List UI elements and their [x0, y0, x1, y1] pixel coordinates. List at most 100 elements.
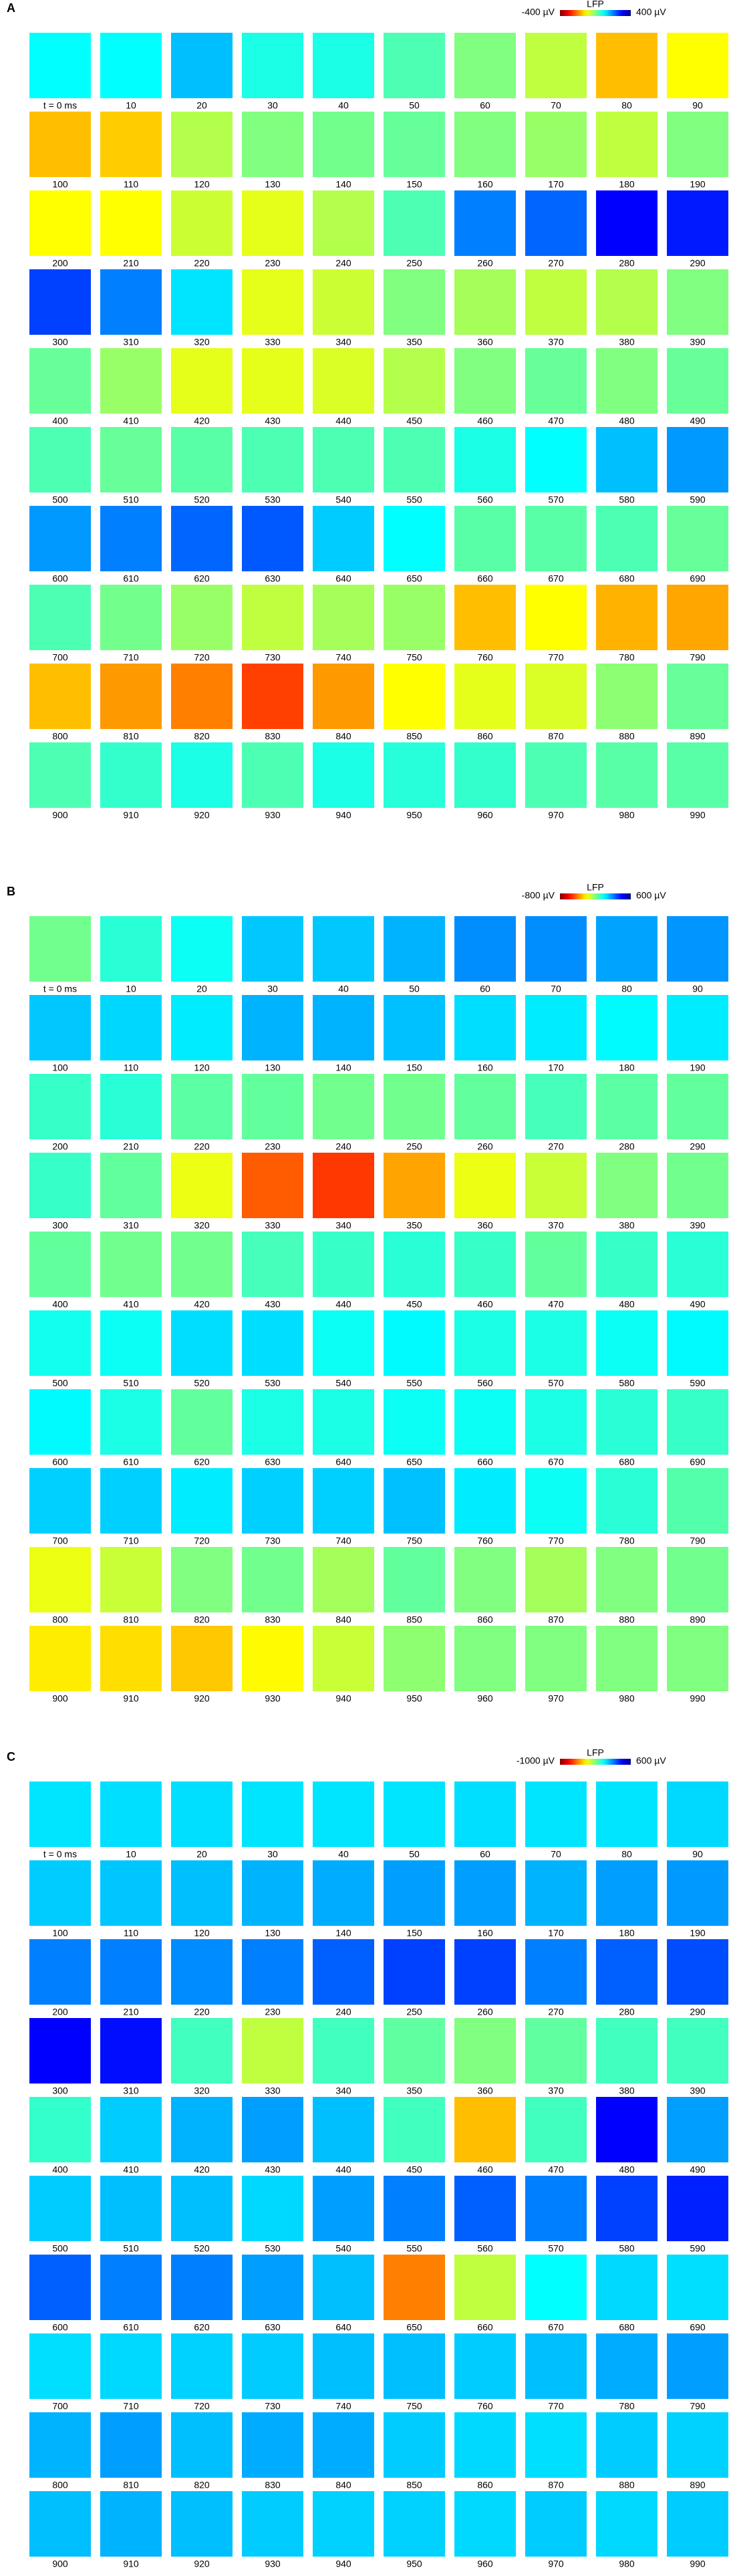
heatmap-tile — [29, 348, 91, 414]
heatmap-tile — [596, 1310, 658, 1376]
heatmap-tile — [313, 269, 374, 335]
heatmap-tile — [596, 269, 658, 335]
heatmap-tile — [171, 2097, 233, 2162]
tile-time-label: 700 — [52, 1536, 68, 1546]
tile-time-label: 170 — [548, 1928, 564, 1939]
tile-time-label: 990 — [690, 1693, 706, 1704]
heatmap-tile — [384, 1310, 445, 1376]
heatmap-tile — [384, 664, 445, 729]
tile-time-label: 890 — [690, 731, 706, 742]
tile-time-label: 60 — [480, 984, 490, 994]
tile-time-label: 440 — [335, 416, 351, 426]
heatmap-tile — [242, 269, 303, 335]
tile-time-label: 760 — [477, 652, 493, 663]
tile-time-label: 840 — [335, 1614, 351, 1625]
tile-time-label: 670 — [548, 2322, 564, 2333]
heatmap-tile — [242, 664, 303, 729]
heatmap-tile — [313, 1468, 374, 1534]
heatmap-tile — [313, 1781, 374, 1847]
heatmap-tile — [242, 33, 303, 98]
heatmap-tile — [242, 1468, 303, 1534]
heatmap-tile — [29, 2255, 91, 2320]
heatmap-tile — [596, 916, 658, 982]
heatmap-tile — [667, 1547, 728, 1612]
tile-time-label: 810 — [123, 731, 139, 742]
heatmap-tile — [525, 2176, 587, 2241]
heatmap-tile — [667, 190, 728, 256]
tile-time-label: t = 0 ms — [43, 984, 77, 994]
tile-time-label: 370 — [548, 2086, 564, 2096]
tile-time-label: 480 — [619, 2164, 635, 2175]
heatmap-tile — [525, 33, 587, 98]
tile-time-label: 710 — [123, 1536, 139, 1546]
tile-time-label: 180 — [619, 1928, 635, 1939]
tile-time-label: 190 — [690, 1062, 706, 1073]
tile-time-label: 900 — [52, 1693, 68, 1704]
heatmap-tile — [100, 1232, 162, 1297]
heatmap-tile — [667, 427, 728, 492]
tile-time-label: 350 — [406, 2086, 422, 2096]
tile-time-label: 910 — [123, 1693, 139, 1704]
tile-time-label: 520 — [194, 1378, 210, 1389]
tile-time-label: 570 — [548, 494, 564, 505]
colorbar-min-label: -400 µV — [522, 7, 555, 17]
tile-time-label: 400 — [52, 416, 68, 426]
heatmap-tile — [454, 1074, 516, 1139]
heatmap-tile — [596, 2097, 658, 2162]
tile-time-label: 740 — [335, 652, 351, 663]
tile-time-label: 240 — [335, 2007, 351, 2017]
tile-time-label: 530 — [265, 494, 281, 505]
heatmap-tile — [454, 2097, 516, 2162]
heatmap-tile — [525, 585, 587, 650]
tile-time-label: 470 — [548, 2164, 564, 2175]
tile-time-label: 250 — [406, 1141, 422, 1152]
tile-time-label: 990 — [690, 2559, 706, 2569]
heatmap-tile — [29, 1074, 91, 1139]
heatmap-tile — [29, 916, 91, 982]
tile-time-label: 70 — [551, 1849, 561, 1860]
tile-time-label: 780 — [619, 652, 635, 663]
heatmap-tile — [100, 348, 162, 414]
tile-time-label: 780 — [619, 2401, 635, 2412]
heatmap-tile — [667, 1626, 728, 1691]
heatmap-tile — [596, 1626, 658, 1691]
heatmap-tile — [242, 190, 303, 256]
tile-time-label: 980 — [619, 2559, 635, 2569]
heatmap-tile — [29, 1860, 91, 1926]
heatmap-tile — [667, 1939, 728, 2005]
heatmap-tile — [242, 916, 303, 982]
tile-time-label: 310 — [123, 1220, 139, 1231]
heatmap-tile — [313, 1547, 374, 1612]
tile-time-label: 180 — [619, 179, 635, 190]
tile-time-label: 800 — [52, 731, 68, 742]
heatmap-tile — [454, 1626, 516, 1691]
tile-time-label: 570 — [548, 1378, 564, 1389]
tile-time-label: 240 — [335, 258, 351, 269]
heatmap-tile — [667, 1232, 728, 1297]
tile-time-label: 220 — [194, 1141, 210, 1152]
tile-time-label: 120 — [194, 1062, 210, 1073]
tile-time-label: 420 — [194, 1299, 210, 1310]
heatmap-tile — [29, 1468, 91, 1534]
heatmap-tile — [596, 33, 658, 98]
tile-time-label: 500 — [52, 494, 68, 505]
tile-time-label: 600 — [52, 2322, 68, 2333]
colorbar-title: LFP — [587, 0, 604, 9]
heatmap-tile — [100, 506, 162, 571]
tile-time-label: 770 — [548, 1536, 564, 1546]
tile-time-label: 840 — [335, 731, 351, 742]
tile-time-label: 60 — [480, 1849, 490, 1860]
tile-time-label: 340 — [335, 2086, 351, 2096]
tile-time-label: 690 — [690, 1457, 706, 1467]
tile-time-label: 920 — [194, 2559, 210, 2569]
heatmap-tile — [171, 1626, 233, 1691]
tile-time-label: 200 — [52, 258, 68, 269]
heatmap-tile — [596, 190, 658, 256]
tile-time-label: t = 0 ms — [43, 1849, 77, 1860]
heatmap-tile — [100, 2333, 162, 2399]
tile-time-label: 160 — [477, 1928, 493, 1939]
tile-time-label: 490 — [690, 1299, 706, 1310]
heatmap-tile — [100, 2255, 162, 2320]
tile-time-label: 460 — [477, 1299, 493, 1310]
tile-time-label: 620 — [194, 1457, 210, 1467]
